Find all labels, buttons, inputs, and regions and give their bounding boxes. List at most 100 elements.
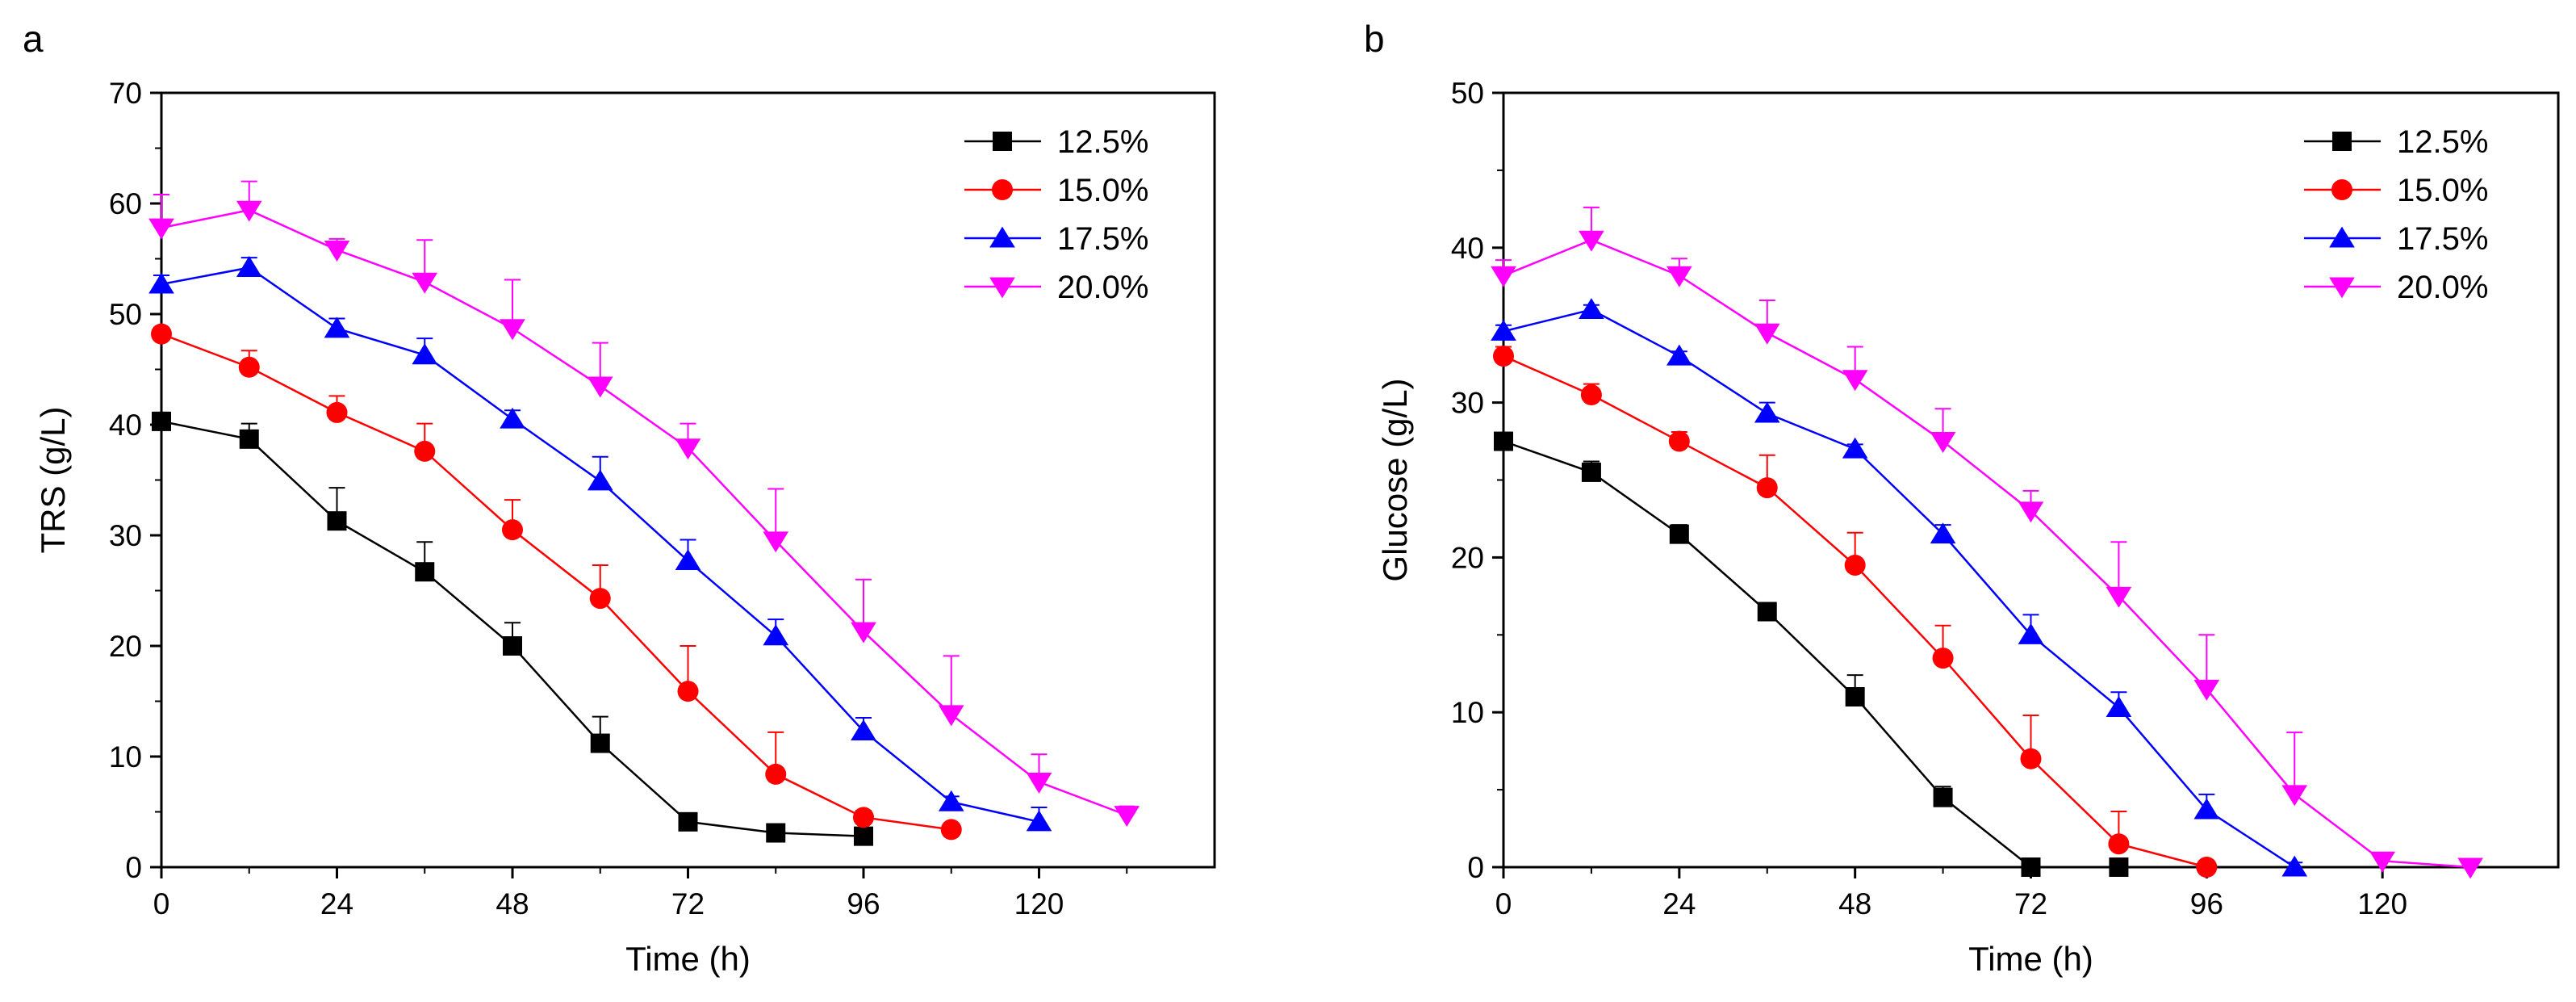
legend-marker [992,179,1013,200]
data-point [151,323,172,345]
data-point [500,407,525,429]
series-line [1503,440,2119,869]
y-tick-label: 40 [1451,232,1484,265]
y-axis-title: TRS (g/L) [34,406,72,553]
y-tick-label: 10 [109,740,142,774]
data-point [1581,462,1601,482]
data-point [2106,696,2132,717]
data-point [414,440,436,462]
x-tick-label: 120 [2357,887,2407,920]
data-point [2021,857,2041,877]
data-point [1493,346,1514,367]
data-point [327,511,347,531]
x-tick-label: 24 [320,887,353,920]
data-point [587,376,613,398]
y-tick-label: 60 [109,187,142,220]
data-point [1933,787,1953,807]
data-point [2369,851,2396,873]
legend-label: 12.5% [2397,124,2488,160]
data-point [1842,437,1868,459]
x-tick-label: 120 [1014,887,1064,920]
data-point [1579,298,1604,320]
x-tick-label: 0 [153,887,170,920]
data-point [763,531,789,553]
data-point [590,733,610,753]
data-point [938,790,964,811]
data-point [1580,384,1602,406]
data-point [763,624,789,646]
data-point [324,241,350,262]
x-tick-label: 0 [1495,887,1512,920]
data-point [324,317,350,338]
data-point [765,763,787,785]
legend-label: 20.0% [2397,270,2488,305]
series-20.0% [148,180,1140,828]
x-tick-label: 96 [2190,887,2223,920]
y-tick-label: 40 [109,409,142,442]
x-tick-label: 24 [1662,887,1696,920]
data-point [1754,401,1780,423]
data-point [503,636,522,656]
data-point [1932,648,1954,669]
panel-label: a [23,18,44,60]
data-point [587,469,613,491]
y-tick-label: 70 [109,77,142,110]
data-point [238,356,260,378]
data-point [2193,679,2220,701]
data-point [853,807,874,828]
chart-panel-a: a 0 24 48 72 96 120 0 10 20 30 40 50 60 70 Time (h) TRS… [23,18,1216,978]
data-point [2106,586,2132,608]
legend-label: 17.5% [2397,221,2488,257]
x-tick-label: 48 [496,887,529,920]
legend-marker [2332,132,2352,151]
x-tick-label: 96 [847,887,880,920]
legend-label: 12.5% [1057,124,1148,160]
y-tick-label: 0 [1467,851,1484,884]
legend-label: 20.0% [1057,270,1148,305]
chart-panel-b: b 0 24 48 72 96 120 0 10 20 30 40 50 Time (h) Glucose… [1364,18,2560,978]
legend-marker [993,132,1012,151]
y-tick-label: 20 [109,630,142,663]
data-point [851,622,876,644]
data-point [412,272,438,294]
x-axis-title: Time (h) [1968,940,2093,978]
panel-label: b [1364,18,1385,60]
series-line [1503,308,2295,869]
y-tick-label: 0 [125,851,142,884]
plot-frame [160,91,1216,869]
series-20.0% [1491,206,2483,879]
y-tick-label: 50 [1451,77,1484,110]
series-line [161,208,1127,816]
data-point [2281,855,2308,877]
data-point [675,438,701,460]
y-tick-label: 30 [1451,387,1484,420]
data-point [1666,344,1692,366]
data-point [2193,798,2220,820]
data-point [500,319,525,341]
data-point [412,343,438,365]
data-point [1494,431,1513,451]
data-point [1669,524,1689,544]
data-point [148,218,174,240]
legend-marker [989,277,1015,299]
data-point [236,200,262,222]
series-12.5% [152,411,873,846]
data-point [678,811,698,832]
legend-label: 15.0% [2397,173,2488,208]
data-point [1491,319,1516,341]
data-point [502,519,523,541]
data-point [854,826,873,846]
series-15.0% [151,323,962,841]
series-line [1503,238,2471,869]
series-15.0% [1493,346,2218,878]
data-point [2196,857,2218,878]
data-point [1666,266,1692,287]
data-point [1930,432,1956,453]
legend: 12.5% 15.0% 17.5% 20.0% [964,124,1148,305]
data-point [1930,522,1956,544]
data-point [2018,623,2044,644]
data-point [766,823,786,843]
legend-marker [2331,179,2352,200]
data-point [1579,230,1604,252]
data-point [2018,501,2044,523]
